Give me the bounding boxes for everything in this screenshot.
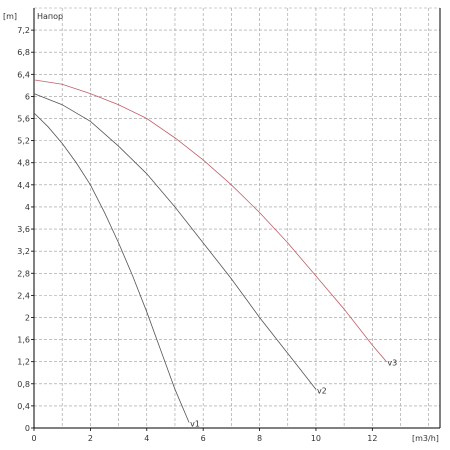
series-label-v3: v3 [387,359,397,368]
y-tick-label: 0 [25,424,30,433]
y-tick-label: 5,2 [17,137,30,146]
series-label-v1: v1 [190,419,200,428]
y-tick-labels: 0 0,4 0,8 1,2 1,6 2 2,4 2,8 3,2 3,6 4 4,4 4,8 5,2 5,6 6… [17,26,34,433]
y-tick-label: 6,8 [17,48,30,57]
y-tick-label: 1,2 [17,358,30,367]
grid [34,7,440,428]
x-tick-label: 12 [367,434,377,443]
series-line-v3 [33,79,387,362]
x-tick-label: 8 [257,434,262,443]
x-tick-label: 10 [311,434,321,443]
y-tick-label: 6,4 [17,70,30,79]
y-tick-label: 4,4 [17,181,30,190]
y-tick-label: 2,8 [17,269,30,278]
y-tick-label: 3,2 [17,247,30,256]
x-tick-label: 0 [31,434,36,443]
x-tick-label: 2 [88,434,93,443]
y-tick-label: 4 [25,203,30,212]
axes [33,8,441,429]
x-tick-label: 6 [201,434,206,443]
y-tick-label: 0,8 [17,380,30,389]
x-tick-labels: 0 2 4 6 8 10 12 [31,428,377,443]
y-tick-label: 3,6 [17,225,30,234]
series-line-v1 [33,112,190,423]
x-tick-label: 4 [144,434,149,443]
y-tick-label: 2 [25,313,30,322]
series-curves: v1 v2 v3 [33,79,397,428]
y-tick-label: 6 [25,92,30,101]
y-tick-label: 5,6 [17,115,30,124]
y-tick-label: 0,4 [17,402,30,411]
y-tick-label: 1,6 [17,336,30,345]
series-line-v2 [33,93,317,390]
y-tick-label: 4,8 [17,159,30,168]
x-axis-label: [m3/h] [412,434,439,443]
y-axis-label: [m] [3,12,17,21]
y-tick-label: 7,2 [17,26,30,35]
y-tick-label: 2,4 [17,291,30,300]
series-label-v2: v2 [317,386,327,395]
chart-title: Напор [37,12,63,21]
